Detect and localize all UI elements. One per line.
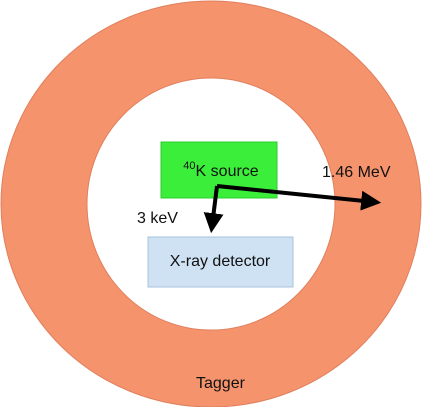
mass-number: 40: [183, 160, 195, 172]
arrow-gamma: [216, 184, 382, 211]
gamma-energy: 1.46 MeV: [322, 164, 391, 181]
source-label: 40K source: [183, 160, 258, 180]
source-text: K source: [196, 163, 259, 180]
tagger-label: Tagger: [196, 375, 246, 392]
detector-box: [147, 236, 294, 288]
xray-energy: 3 keV: [137, 210, 178, 227]
arrow-xray: [203, 185, 224, 234]
detector-label: X-ray detector: [170, 253, 271, 270]
